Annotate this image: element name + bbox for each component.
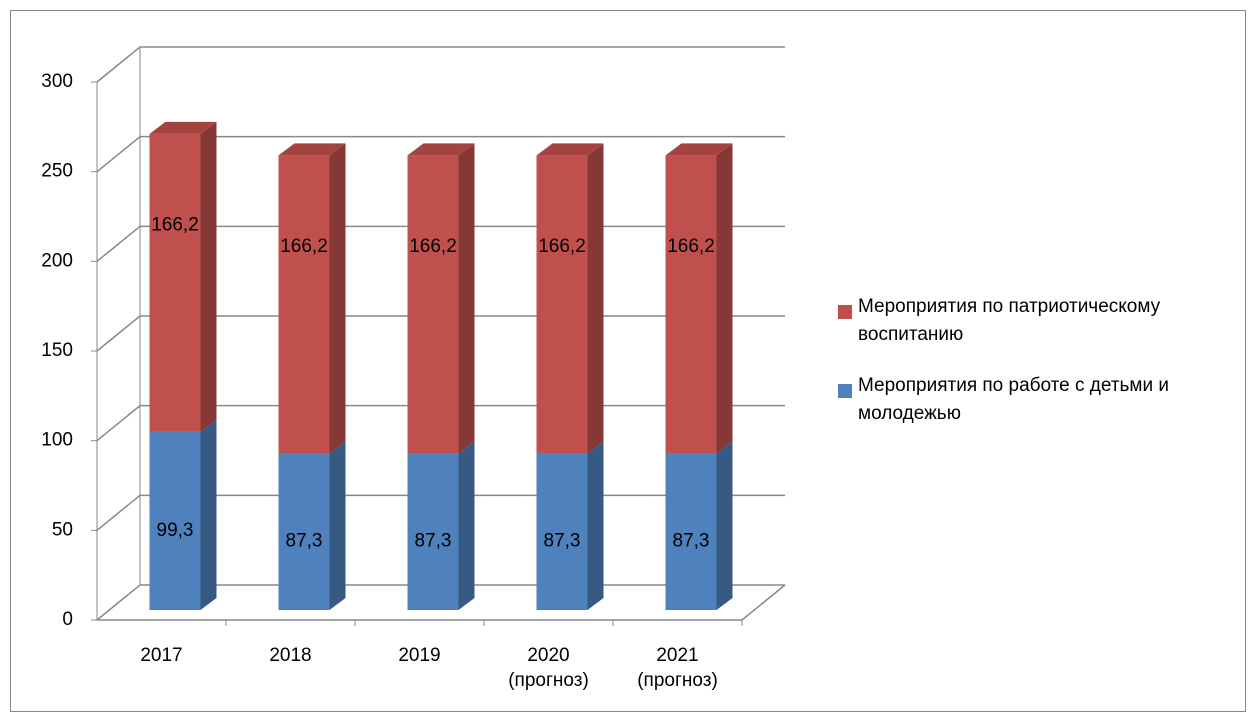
data-label: 166,2 [409,236,457,257]
bar-side [458,441,475,610]
bar-segment [407,453,459,610]
bar-segment [665,453,717,610]
bar-side [329,441,346,610]
x-tick-label: 2020 (прогноз) [508,645,589,691]
data-label: 166,2 [151,214,199,235]
legend-label: Мероприятия по патриотическому воспитани… [858,296,1161,345]
bar-side [716,441,733,610]
grid-line [96,135,785,173]
chart-border [10,10,1246,712]
x-tick-label: 2017 [140,645,183,666]
y-tick-label: 150 [41,340,73,361]
y-tick-label: 200 [41,250,73,271]
data-label: 87,3 [286,531,323,552]
bar-top [665,143,733,156]
data-label: 99,3 [157,520,194,541]
bar-side [587,441,604,610]
data-label: 87,3 [544,531,581,552]
legend-swatch [838,384,852,398]
data-label: 87,3 [673,531,710,552]
bar-top [536,143,604,156]
bar-top [278,143,346,156]
bar-side [329,143,346,454]
y-tick-label: 0 [62,609,73,630]
y-tick-label: 100 [41,430,73,451]
bar-side [200,419,217,610]
bar-side [200,121,217,432]
x-tick-label: 2019 [398,645,441,666]
legend-swatch [838,305,852,319]
x-tick-label: 2021 (прогноз) [637,645,718,691]
y-tick-label: 300 [41,71,73,92]
bar-segment [536,453,588,610]
x-tick-label: 2018 [269,645,312,666]
bar-segment [665,155,717,454]
y-tick-label: 50 [52,519,73,540]
bar-side [458,143,475,454]
bar-segment [536,155,588,454]
y-tick-label: 250 [41,161,73,182]
data-label: 166,2 [280,236,328,257]
bar-side [716,143,733,454]
bar-side [587,143,604,454]
bar-segment [278,453,330,610]
bar-segment [278,155,330,454]
grid-line [96,46,785,83]
legend-label: Мероприятия по работе с детьми и молодеж… [858,375,1169,424]
bar-segment [407,155,459,454]
bar-segment [149,133,201,432]
data-label: 166,2 [667,236,715,257]
bar-segment [149,431,201,610]
data-label: 87,3 [415,531,452,552]
data-label: 166,2 [538,236,586,257]
bar-top [149,121,217,134]
bar-top [407,143,475,156]
